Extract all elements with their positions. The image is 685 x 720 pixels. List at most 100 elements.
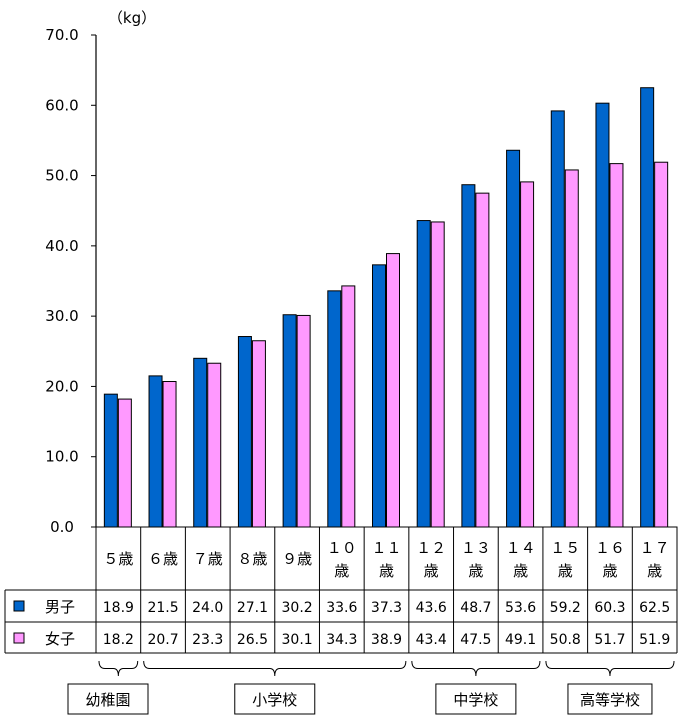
data-label: 60.3 xyxy=(594,600,625,616)
bar-male-1 xyxy=(148,375,163,528)
category-label: 歳 xyxy=(647,562,662,580)
bar-male-5 xyxy=(327,290,342,528)
data-label: 26.5 xyxy=(237,632,268,648)
data-label: 51.9 xyxy=(639,632,670,648)
data-label: 38.9 xyxy=(371,632,402,648)
data-label: 62.5 xyxy=(639,600,670,616)
category-label: 歳 xyxy=(334,562,349,580)
y-tick-label: 70.0 xyxy=(45,26,78,44)
data-label: 49.1 xyxy=(505,632,536,648)
bar-female-10 xyxy=(564,169,579,528)
data-label: 34.3 xyxy=(326,632,357,648)
category-label: １４ xyxy=(506,539,536,557)
group-brace xyxy=(411,660,541,677)
group-label-box xyxy=(567,683,653,715)
group-label-box xyxy=(234,683,316,715)
y-tick-label: 60.0 xyxy=(45,96,78,114)
data-label: 47.5 xyxy=(460,632,491,648)
data-label: 59.2 xyxy=(550,600,581,616)
bar-female-11 xyxy=(609,163,624,528)
category-label: １７ xyxy=(640,539,670,557)
bar-male-0 xyxy=(103,393,118,528)
bar-male-10 xyxy=(550,110,565,528)
category-label: 歳 xyxy=(602,562,617,580)
group-label: 高等学校 xyxy=(580,691,640,709)
bar-male-3 xyxy=(237,336,252,528)
category-row-frame xyxy=(95,526,678,591)
data-label: 37.3 xyxy=(371,600,402,616)
data-label: 53.6 xyxy=(505,600,536,616)
category-label: ６歳 xyxy=(148,550,178,568)
group-label-box xyxy=(67,683,149,715)
bar-male-7 xyxy=(416,220,431,528)
bar-male-9 xyxy=(506,149,521,528)
bar-male-2 xyxy=(193,357,208,528)
data-label: 30.2 xyxy=(282,600,313,616)
data-label: 20.7 xyxy=(147,632,178,648)
y-tick-label: 50.0 xyxy=(45,167,78,185)
category-label: 歳 xyxy=(424,562,439,580)
data-label: 33.6 xyxy=(326,600,357,616)
legend-swatch-male xyxy=(13,600,25,612)
category-label: １０ xyxy=(327,539,357,557)
y-tick-label: 30.0 xyxy=(45,307,78,325)
data-label: 50.8 xyxy=(550,632,581,648)
bar-female-9 xyxy=(520,181,535,528)
bar-female-5 xyxy=(341,285,356,528)
group-brace xyxy=(143,660,407,677)
group-label: 中学校 xyxy=(453,691,498,709)
data-label: 21.5 xyxy=(147,600,178,616)
category-label: １１ xyxy=(371,539,401,557)
category-label: １２ xyxy=(416,539,446,557)
data-label: 18.9 xyxy=(103,600,134,616)
data-label: 51.7 xyxy=(594,632,625,648)
group-label: 小学校 xyxy=(252,691,297,709)
data-label: 43.4 xyxy=(416,632,447,648)
category-label: １５ xyxy=(550,539,580,557)
data-label: 23.3 xyxy=(192,632,223,648)
data-label: 27.1 xyxy=(237,600,268,616)
group-label: 幼稚園 xyxy=(85,691,130,709)
y-tick-label: 0.0 xyxy=(50,518,74,536)
bar-female-0 xyxy=(117,398,132,528)
bar-male-8 xyxy=(461,184,476,528)
legend-label-male: 男子 xyxy=(45,598,75,616)
group-label-box xyxy=(435,683,517,715)
bar-female-4 xyxy=(296,314,311,528)
group-brace xyxy=(98,660,139,677)
category-label: ８歳 xyxy=(237,550,267,568)
legend-label-female: 女子 xyxy=(45,630,75,648)
category-label: ５歳 xyxy=(103,550,133,568)
category-label: 歳 xyxy=(558,562,573,580)
bar-male-12 xyxy=(640,87,655,528)
bar-male-4 xyxy=(282,314,297,528)
y-unit-label: （kg） xyxy=(108,9,156,27)
bar-female-2 xyxy=(207,362,222,528)
category-label: 歳 xyxy=(513,562,528,580)
bar-female-7 xyxy=(430,221,445,528)
data-label: 18.2 xyxy=(103,632,134,648)
data-label: 43.6 xyxy=(416,600,447,616)
bar-female-8 xyxy=(475,192,490,528)
category-label: ９歳 xyxy=(282,550,312,568)
bar-female-1 xyxy=(162,381,177,528)
y-tick-label: 40.0 xyxy=(45,237,78,255)
y-tick-label: 20.0 xyxy=(45,377,78,395)
data-label: 48.7 xyxy=(460,600,491,616)
bar-male-11 xyxy=(595,102,610,528)
group-brace xyxy=(545,660,675,677)
data-label: 30.1 xyxy=(282,632,313,648)
data-label: 24.0 xyxy=(192,600,223,616)
category-label: ７歳 xyxy=(193,550,223,568)
y-tick-label: 10.0 xyxy=(45,448,78,466)
bar-male-6 xyxy=(372,264,386,528)
category-label: １６ xyxy=(595,539,625,557)
bar-female-3 xyxy=(251,340,266,528)
category-label: １３ xyxy=(461,539,491,557)
category-label: 歳 xyxy=(468,562,483,580)
bar-female-6 xyxy=(386,253,400,528)
legend-swatch-female xyxy=(13,632,25,644)
category-label: 歳 xyxy=(379,562,394,580)
